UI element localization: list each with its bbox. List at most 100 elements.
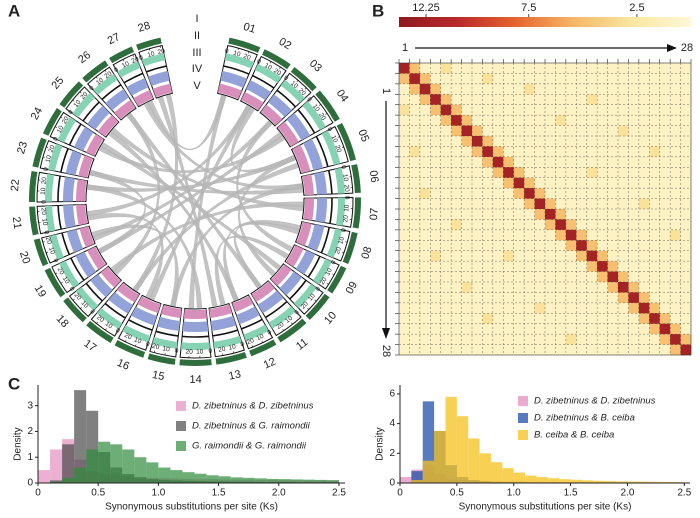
chrom-tick: [50, 136, 53, 138]
track-iv: [90, 274, 113, 298]
track-v: [217, 83, 242, 99]
heatmap-cell: [638, 177, 650, 189]
heatmap-cell: [618, 323, 629, 335]
heatmap-cell: [638, 146, 650, 158]
heatmap-cell: [545, 344, 556, 356]
heatmap-cell: [399, 271, 410, 283]
heatmap-cell: [638, 136, 650, 147]
chrom-tick: [345, 241, 348, 243]
heatmap-cell: [649, 261, 660, 272]
heatmap-cell: [461, 209, 473, 220]
heatmap-cell: [524, 94, 535, 105]
heatmap-cell: [534, 271, 546, 283]
heatmap-cell: [607, 167, 619, 178]
heatmap-cell: [461, 94, 473, 105]
track-ii: [293, 283, 317, 309]
heatmap-cell: [461, 344, 473, 356]
heatmap-cell: [472, 282, 483, 293]
heatmap-cell: [618, 344, 629, 356]
chrom-tick-label: 20: [44, 236, 53, 245]
chrom-tick-label: 10: [311, 103, 321, 113]
heatmap-cell: [430, 271, 441, 283]
heatmap-cell: [618, 334, 629, 345]
heatmap-cell: [534, 302, 546, 314]
heatmap-cell: [576, 63, 587, 74]
heatmap-cell: [399, 313, 410, 324]
histogram-bar: [170, 470, 183, 483]
heatmap-cell: [430, 83, 441, 95]
chrom-tick: [66, 291, 69, 293]
chrom-tick-label: 20: [276, 321, 286, 331]
heatmap-cell: [399, 83, 410, 95]
heatmap-cell: [576, 94, 587, 105]
heatmap-cell: [524, 83, 535, 95]
heatmap-cell: [597, 240, 608, 251]
heatmap-cell: [492, 219, 504, 231]
chrom-tick: [132, 54, 134, 57]
histogram-bar: [661, 481, 673, 483]
outer-band: [44, 267, 66, 298]
heatmap-cell: [607, 136, 619, 147]
chromosome-label: 28: [137, 20, 152, 35]
heatmap-cell: [399, 136, 410, 147]
heatmap-cell: [451, 313, 462, 324]
heatmap-cell: [409, 73, 421, 85]
heatmap-cell: [482, 156, 494, 168]
heatmap-cell: [680, 136, 692, 147]
track-ii: [313, 258, 332, 285]
histogram-bar: [266, 478, 279, 483]
track-ii: [254, 63, 282, 84]
track-iv: [268, 94, 292, 118]
heatmap-cell: [607, 282, 619, 293]
heatmap-cell: [472, 302, 483, 314]
heatmap-cell: [576, 261, 587, 272]
heatmap-cell: [576, 334, 587, 345]
histogram-bar: [581, 480, 594, 483]
heatmap-cell: [586, 177, 598, 189]
chrom-tick-label: 0: [88, 308, 96, 316]
heatmap-cell: [440, 104, 452, 116]
heatmap-cell: [482, 63, 494, 74]
heatmap-cell: [576, 271, 587, 283]
outer-band: [342, 231, 358, 264]
chrom-tick-label: 0: [266, 329, 273, 337]
heatmap-cell: [430, 261, 441, 272]
heatmap-cell: [492, 334, 504, 345]
heatmap-cell: [409, 167, 421, 178]
heatmap-cell: [659, 83, 671, 95]
heatmap-cell: [399, 63, 410, 74]
heatmap-cell: [461, 125, 473, 137]
track-v: [183, 309, 208, 319]
x-tick-label: 2.5: [332, 488, 346, 499]
heatmap-cell: [419, 323, 431, 335]
heatmap-cell: [597, 125, 608, 137]
heatmap-cell: [586, 344, 598, 356]
outer-band: [86, 320, 114, 343]
heatmap-cell: [565, 188, 577, 199]
heatmap-cell: [649, 229, 660, 241]
track-v: [303, 198, 315, 221]
heatmap-cell: [670, 219, 681, 231]
track-iv: [75, 251, 97, 278]
heatmap-cell: [545, 209, 556, 220]
heatmap-cell: [513, 73, 525, 85]
heatmap-cell: [513, 83, 525, 95]
heatmap-cell: [482, 219, 494, 231]
heatmap-cell: [565, 313, 577, 324]
heatmap-cell: [524, 219, 535, 231]
heatmap-cell: [482, 94, 494, 105]
chrom-tick: [282, 328, 284, 331]
heatmap-cell: [607, 198, 619, 210]
track-v: [79, 226, 95, 248]
heatmap-cell: [545, 104, 556, 116]
heatmap-cell: [565, 323, 577, 335]
track-iii: [241, 318, 263, 330]
track-ii: [224, 53, 255, 69]
chrom-tick-label: 20: [157, 48, 166, 57]
track-iv: [303, 138, 324, 171]
chrom-tick-label: 20: [342, 214, 350, 222]
histogram-bar: [194, 473, 207, 483]
heatmap-cell: [503, 240, 514, 251]
heatmap-cell: [607, 302, 619, 314]
track-iii: [327, 170, 333, 195]
